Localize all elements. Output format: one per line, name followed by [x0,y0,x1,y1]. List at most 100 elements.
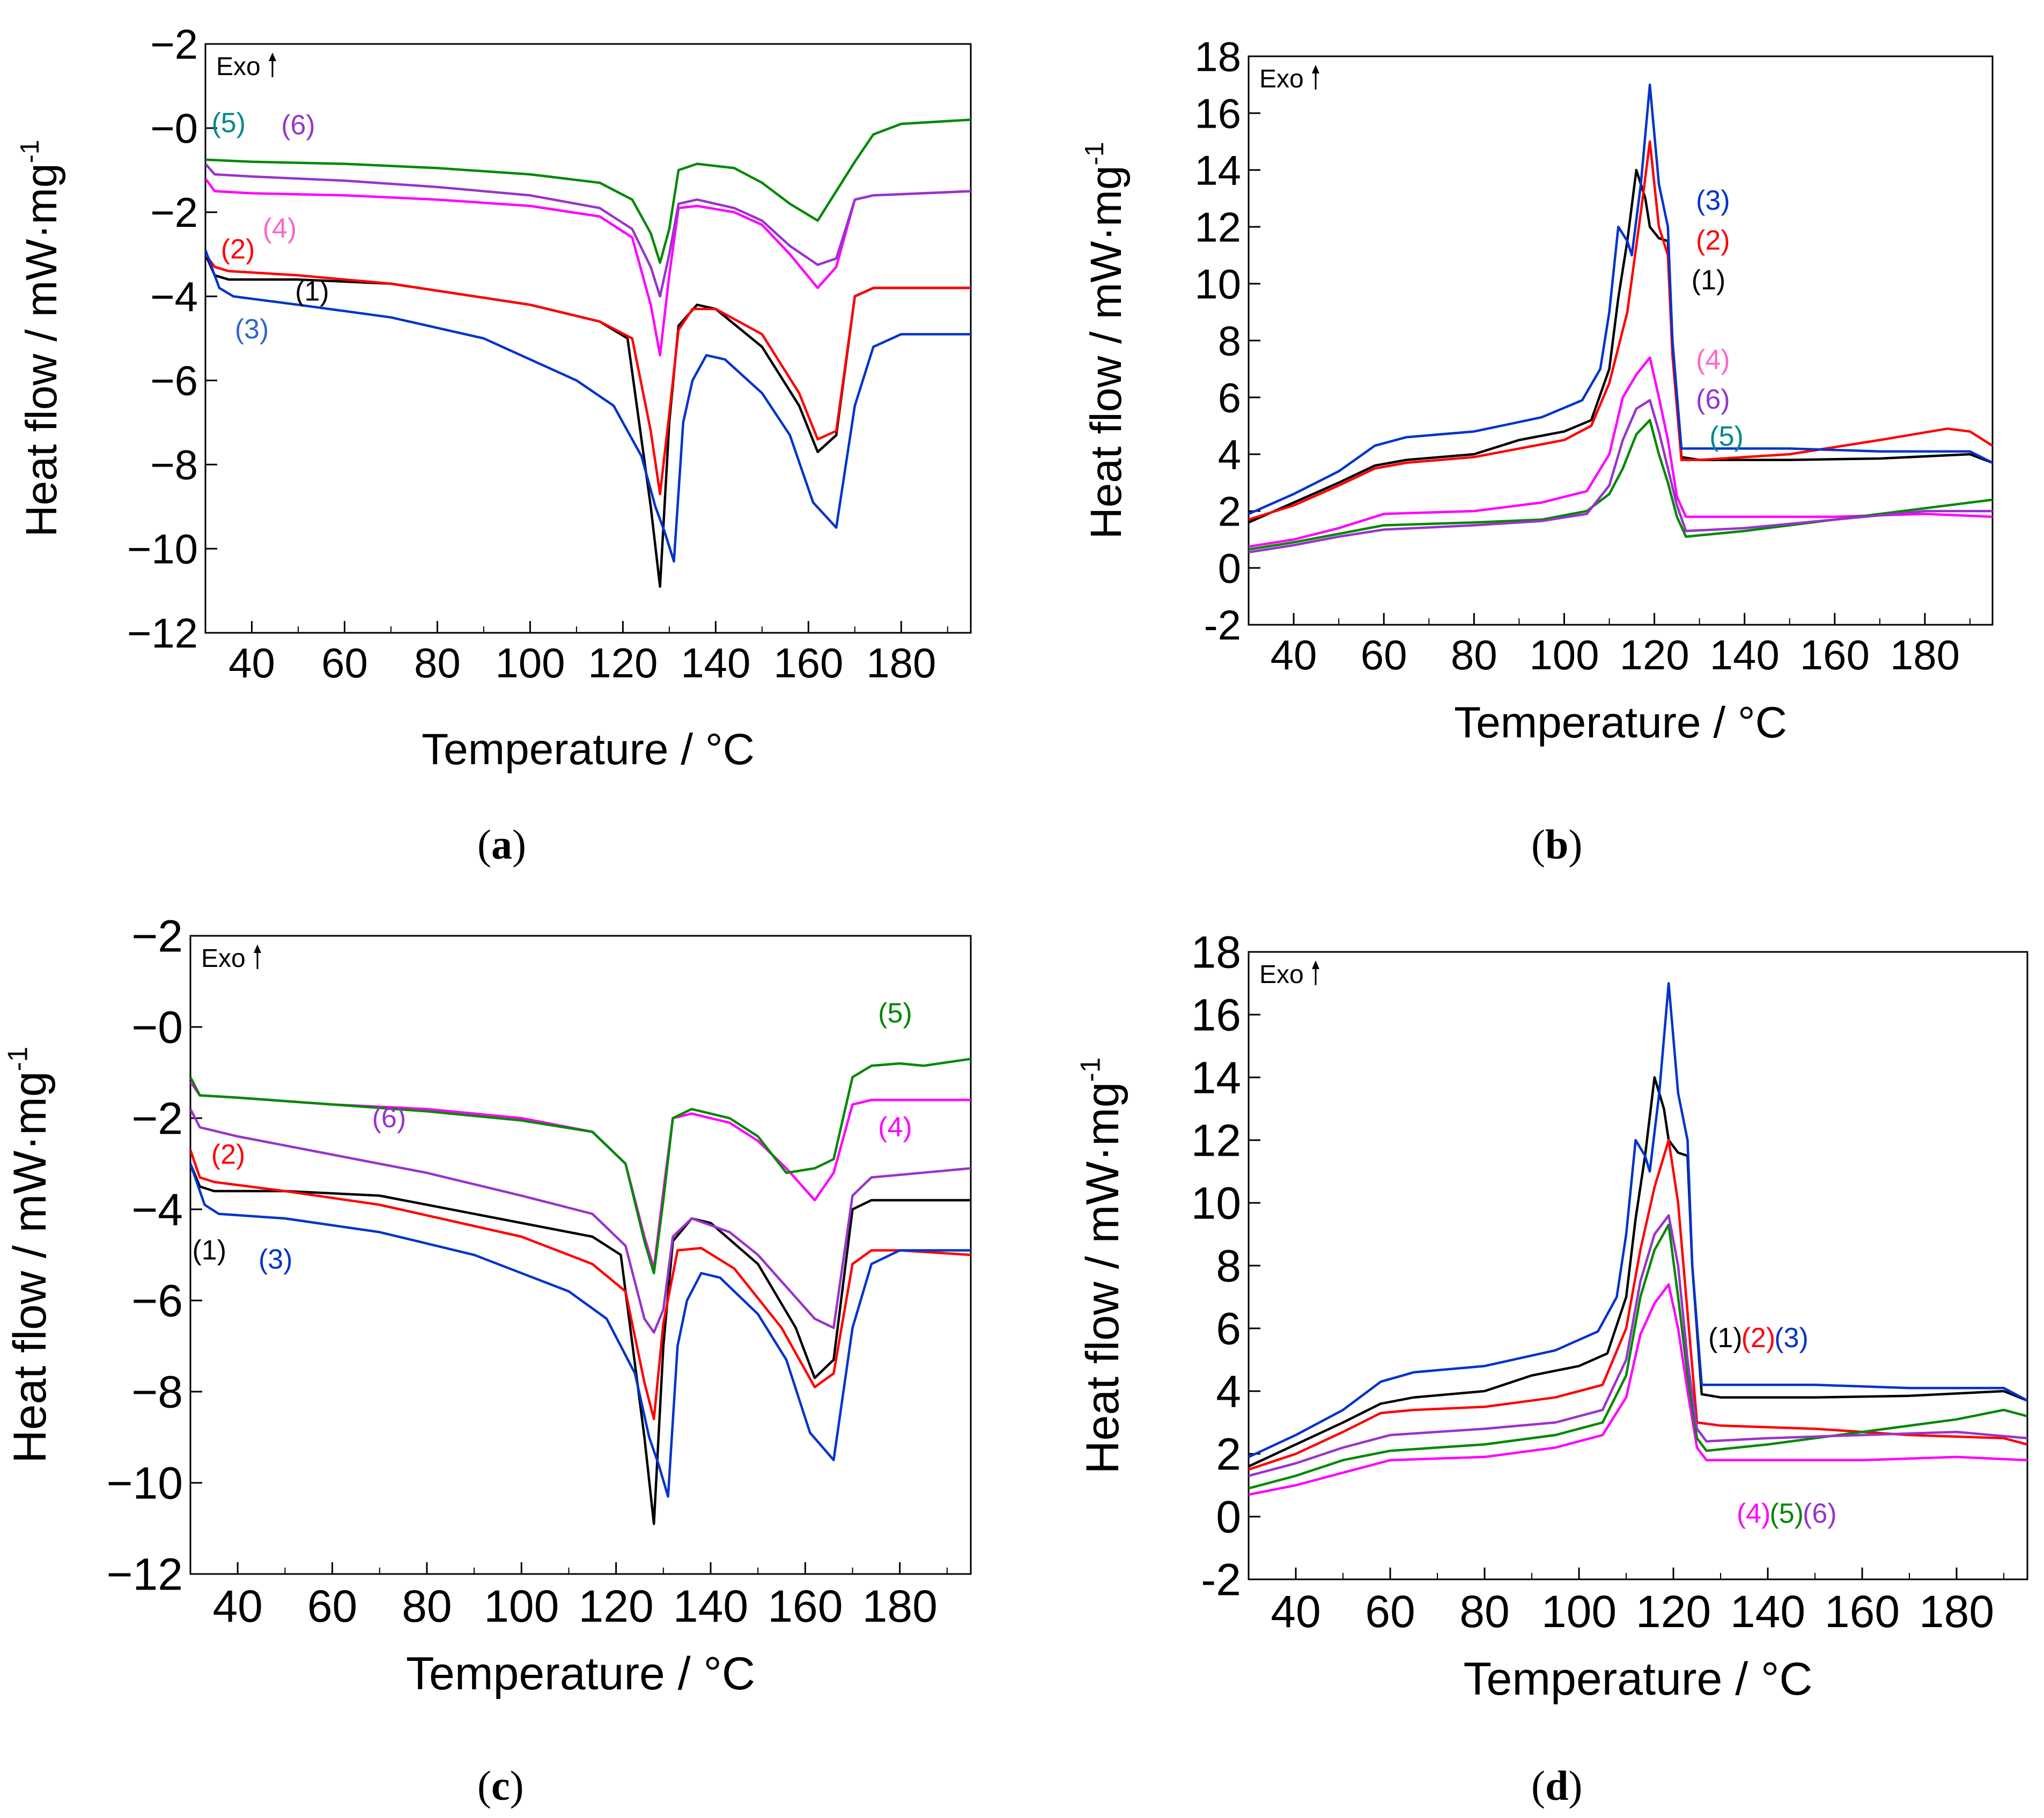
x-tick-label: 60 [1365,1586,1415,1637]
chart-panel-c: 40 60 80 100 120 140 160 180 −2 −0 −2 −4 −6 −8 −10 −12 T… [2,911,972,1699]
series-labels: (1)(2)(3) (4)(5)(6) [1708,1322,1837,1529]
series-label: (3) [1774,1322,1809,1354]
series-line-5 [205,118,971,264]
y-tick-label: −4 [131,1184,183,1235]
series-label: (6) [1696,384,1730,415]
series-group [205,118,971,588]
series-line-1 [1249,168,1993,524]
x-axis-ticks: 40 60 80 100 120 140 160 180 [1248,1568,2004,1637]
y-tick-label: 2 [1216,1429,1241,1479]
x-tick-label: 180 [1919,1586,1994,1637]
series-labels: (3) (2) (1) (4) (6) (5) [1692,185,1744,452]
y-tick-label: −0 [150,105,198,152]
exo-label: Exo [201,944,246,973]
series-line-6 [205,163,971,298]
series-line-3 [1249,83,1993,515]
series-label: (5) [1769,1498,1804,1529]
x-tick-label: 100 [495,639,565,686]
y-axis-title: Heat flow / mW·mg-1 [1075,1058,1128,1474]
series-line-2 [1249,1139,2027,1471]
exo-label: Exo [1259,65,1304,93]
y-axis-title-superscript: -1 [1075,1058,1106,1082]
series-label: (2) [1696,225,1730,256]
y-tick-label: 12 [1191,1115,1241,1165]
x-tick-label: 140 [1730,1586,1805,1637]
series-line-3 [205,249,971,563]
series-line-6 [190,1108,971,1334]
x-tick-label: 80 [402,1581,452,1631]
x-axis-title: Temperature / °C [1464,1653,1813,1705]
series-line-1 [190,1163,971,1525]
series-line-3 [190,1163,971,1498]
series-label: (1) [1708,1322,1743,1354]
x-tick-label: 120 [588,639,658,686]
y-tick-label: 16 [1191,989,1241,1040]
x-tick-label: 140 [1710,631,1780,678]
series-label: (2) [1742,1322,1776,1354]
series-line-2 [190,1149,971,1421]
y-tick-label: −2 [150,189,198,236]
x-tick-label: 60 [307,1581,357,1631]
series-group [190,1058,971,1525]
plot-frame [204,43,972,634]
y-tick-label: 18 [1191,927,1241,977]
series-label: (4) [878,1112,912,1143]
x-tick-label: 80 [1451,631,1497,678]
x-tick-label: 120 [579,1581,654,1631]
series-label: (2) [221,234,255,265]
series-line-5 [1249,419,1993,551]
series-group [1249,982,2027,1496]
y-tick-label: 4 [1218,431,1241,478]
series-label: (3) [259,1244,293,1275]
series-group [1249,83,1993,554]
y-tick-label: −2 [131,911,183,961]
series-label: (4) [263,213,297,244]
x-tick-label: 180 [866,639,936,686]
y-tick-label: 10 [1194,260,1241,307]
y-tick-label: 6 [1216,1303,1241,1354]
y-axis-title-superscript: -1 [1080,142,1109,166]
series-line-4 [190,1081,971,1270]
x-tick-label: 160 [773,639,843,686]
series-label: (5) [211,108,246,139]
x-axis-title: Temperature / °C [406,1648,755,1699]
x-tick-label: 80 [1459,1586,1509,1637]
x-axis-title: Temperature / °C [1454,698,1787,747]
y-tick-label: 2 [1218,487,1241,535]
y-tick-label: −6 [150,357,198,404]
y-tick-label: 0 [1216,1491,1241,1542]
series-line-6 [1249,1214,2027,1477]
y-tick-label: 10 [1191,1178,1241,1228]
y-tick-label: −12 [107,1549,183,1599]
exo-label: Exo [1259,960,1304,989]
x-tick-label: 160 [1800,631,1870,678]
chart-panel-d: 40 60 80 100 120 140 160 180 -2 0 2 4 6 8 10 12 14 16 18 Te… [1075,927,2028,1705]
x-tick-label: 60 [1361,631,1407,678]
y-tick-label: 18 [1194,33,1241,80]
series-label: (3) [1696,185,1730,216]
y-axis-ticks: −2 −0 −2 −4 −6 −8 −10 −12 [127,20,217,656]
y-axis-title: Heat flow / mW·mg-1 [2,1047,56,1464]
x-tick-label: 40 [212,1581,262,1631]
series-line-1 [1249,1076,2027,1468]
y-axis-title: Heat flow / mW·mg-1 [1080,142,1131,540]
plot-frame [189,935,972,1575]
y-tick-label: −12 [127,609,198,656]
x-tick-label: 40 [1271,631,1317,678]
exo-arrowhead-icon [1312,960,1319,969]
y-tick-label: 14 [1194,146,1241,194]
series-label: (1) [1692,265,1726,296]
caption-d: (d) [1531,1762,1583,1809]
series-label: (6) [372,1103,407,1134]
y-tick-label: -2 [1201,1554,1241,1605]
series-label: (5) [878,998,912,1029]
y-axis-title: Heat flow / mW·mg-1 [15,140,66,537]
x-tick-label: 80 [414,639,461,686]
y-tick-label: 4 [1216,1366,1241,1416]
y-tick-label: 0 [1218,544,1241,592]
caption-b: (b) [1531,821,1583,868]
x-tick-label: 100 [1529,631,1599,678]
exo-arrowhead-icon [1312,65,1319,73]
series-label: (3) [235,314,269,345]
series-label: (2) [211,1139,246,1170]
